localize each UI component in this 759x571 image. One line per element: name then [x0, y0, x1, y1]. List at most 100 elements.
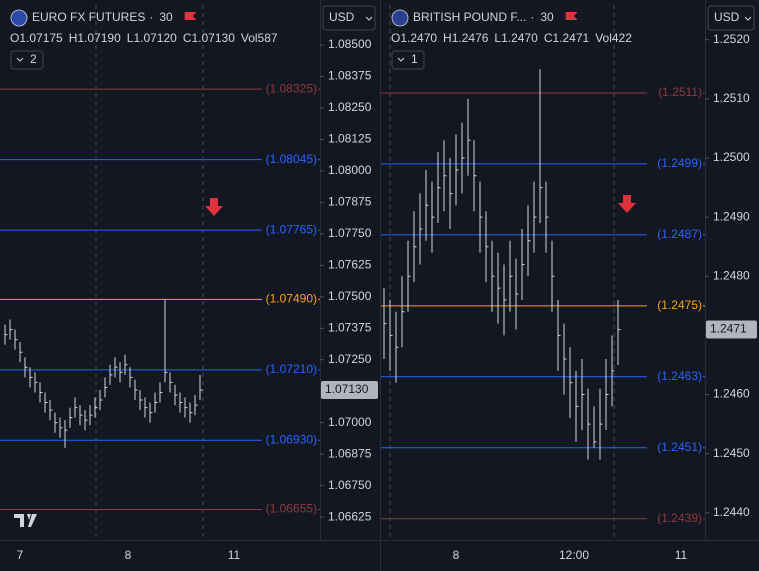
ohlc-legend: Vol587 [241, 31, 278, 45]
ohlc-bar [144, 397, 148, 418]
ohlc-bar [64, 420, 68, 448]
y-tick-label: 1.2480 [713, 268, 750, 282]
flag-icon [565, 12, 578, 20]
ohlc-bar [44, 392, 48, 413]
level-label: (1.06655) [266, 502, 317, 516]
ohlc-bar [104, 377, 108, 398]
y-tick-label: 1.07875 [328, 195, 372, 209]
level-label: (1.07765) [266, 222, 317, 236]
ohlc-legend: C1.2471 [544, 31, 590, 45]
y-tick-label: 1.06875 [328, 446, 372, 460]
ohlc-bar [34, 372, 38, 393]
y-tick-label: 1.2460 [713, 387, 750, 401]
ohlc-bar [29, 367, 33, 388]
ohlc-bar [59, 417, 63, 438]
level-label-bg [262, 502, 318, 517]
ohlc-bar [557, 299, 561, 371]
indicator-count: 1 [411, 52, 418, 66]
indicator-toggle[interactable] [10, 50, 44, 70]
level-label: (1.06930) [266, 432, 317, 446]
level-label-bg [262, 433, 318, 448]
level-label: (1.07490) [266, 292, 317, 306]
ohlc-bar [179, 392, 183, 413]
ohlc-bar [569, 347, 573, 419]
x-tick-label: 8 [453, 548, 460, 562]
level-label: (1.07210) [266, 362, 317, 376]
ohlc-bar [99, 389, 103, 411]
ohlc-legend: H1.07190 [69, 31, 121, 45]
ohlc-bar [455, 134, 459, 206]
level-label-bg [647, 156, 703, 171]
ohlc-bar [575, 370, 579, 442]
ohlc-bar [389, 299, 393, 371]
ohlc-bar [124, 354, 128, 375]
ohlc-bar [473, 140, 477, 212]
level-label: (1.2451) [657, 440, 702, 454]
level-label-bg [647, 85, 703, 100]
ohlc-bar [599, 388, 603, 460]
x-tick-label: 8 [125, 548, 132, 562]
ohlc-bar [407, 240, 411, 312]
symbol-icon [391, 9, 409, 27]
symbol-title: BRITISH POUND F... [413, 10, 526, 24]
y-tick-label: 1.2440 [713, 505, 750, 519]
y-tick-label: 1.06750 [328, 478, 372, 492]
level-label-bg [647, 227, 703, 242]
symbol-icon [10, 9, 28, 27]
indicator-count: 2 [30, 52, 37, 66]
level-label: (1.08325) [266, 81, 317, 95]
ohlc-bar [545, 181, 549, 253]
ohlc-bar [39, 382, 43, 403]
ohlc-bar [84, 410, 88, 431]
indicator-toggle[interactable] [391, 50, 425, 70]
ohlc-bar [563, 323, 567, 395]
y-tick-label: 1.07000 [328, 415, 372, 429]
ohlc-bar [497, 252, 501, 324]
chevron [397, 57, 405, 62]
level-label-bg [262, 362, 318, 377]
y-tick-label: 1.08125 [328, 132, 372, 146]
last-price-label: 1.07130 [325, 382, 369, 396]
ohlc-bar [79, 405, 83, 426]
ohlc-bar [14, 329, 18, 350]
y-tick-label: 1.07750 [328, 226, 372, 240]
ohlc-bar [134, 379, 138, 401]
interval-dot: · [149, 10, 153, 24]
y-tick-label: 1.07625 [328, 258, 372, 272]
level-label-bg [262, 223, 318, 238]
currency-button[interactable] [707, 5, 755, 31]
ohlc-legend: C1.07130 [183, 31, 235, 45]
ohlc-bar [164, 299, 168, 383]
level-label-bg [647, 440, 703, 455]
ohlc-bar [149, 402, 153, 423]
ohlc-bar [109, 364, 113, 385]
interval: 30 [159, 10, 173, 24]
currency-button[interactable] [322, 5, 376, 31]
ohlc-bar [521, 228, 525, 300]
ohlc-bar [491, 240, 495, 312]
ohlc-bar [184, 397, 188, 418]
ohlc-bar [9, 319, 13, 340]
x-tick-label: 7 [17, 548, 24, 562]
y-tick-label: 1.08500 [328, 37, 372, 51]
ohlc-bar [401, 276, 405, 348]
y-tick-label: 1.2520 [713, 32, 750, 46]
last-price-tag [706, 320, 757, 339]
ohlc-bar [515, 258, 519, 330]
y-tick-label: 1.08250 [328, 100, 372, 114]
ohlc-bar [413, 211, 417, 283]
ohlc-bar [69, 407, 73, 428]
flag-icon [184, 12, 197, 20]
ohlc-bar [425, 169, 429, 241]
last-price-tag [321, 380, 378, 399]
ohlc-bar [94, 397, 98, 418]
level-label: (1.2439) [657, 511, 702, 525]
signal-arrow [618, 195, 636, 213]
chevron [365, 16, 373, 21]
level-label-bg [647, 511, 703, 526]
signal-arrow [205, 198, 223, 216]
level-label: (1.2463) [657, 369, 702, 383]
level-label-bg [262, 292, 318, 307]
y-tick-label: 1.2500 [713, 150, 750, 164]
